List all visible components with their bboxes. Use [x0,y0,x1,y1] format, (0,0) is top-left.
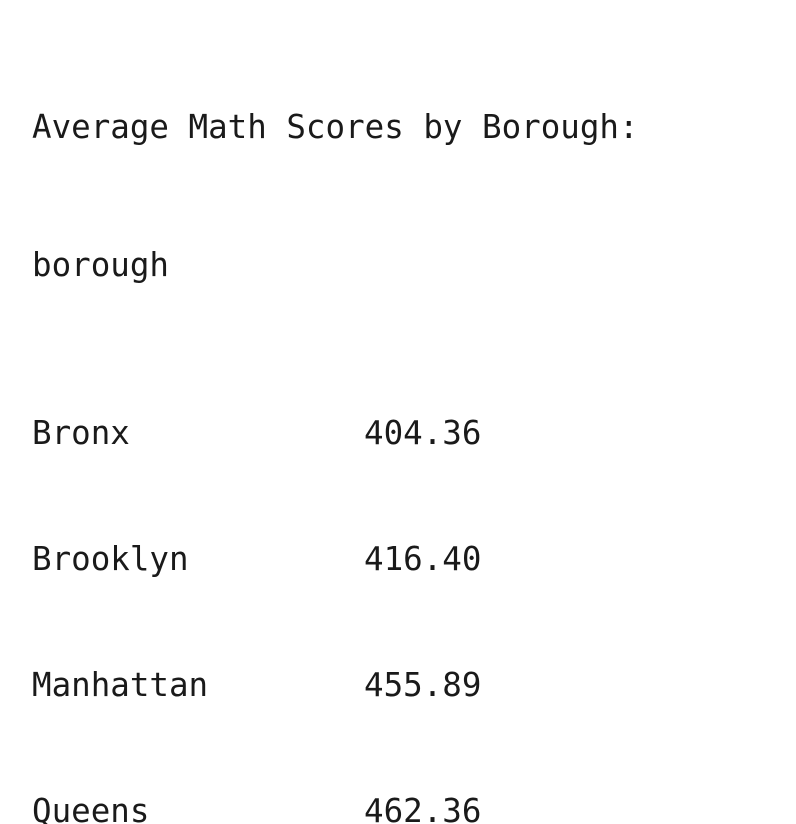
series-row: Bronx 404.36 [32,412,697,454]
row-value: 416.40 [364,540,482,578]
index-name-label: borough [32,246,169,284]
series-row: Manhattan 455.89 [32,664,697,706]
series-row: Brooklyn 416.40 [32,538,697,580]
row-label: Brooklyn [32,540,189,578]
output-heading: Average Math Scores by Borough: [32,108,639,146]
series-row: Queens 462.36 [32,790,697,824]
row-value: 455.89 [364,666,482,704]
row-label: Queens [32,792,150,824]
row-value: 462.36 [364,792,482,824]
row-label: Manhattan [32,666,209,704]
console-output: Average Math Scores by Borough: borough … [32,22,697,824]
row-label: Bronx [32,414,130,452]
row-value: 404.36 [364,414,482,452]
